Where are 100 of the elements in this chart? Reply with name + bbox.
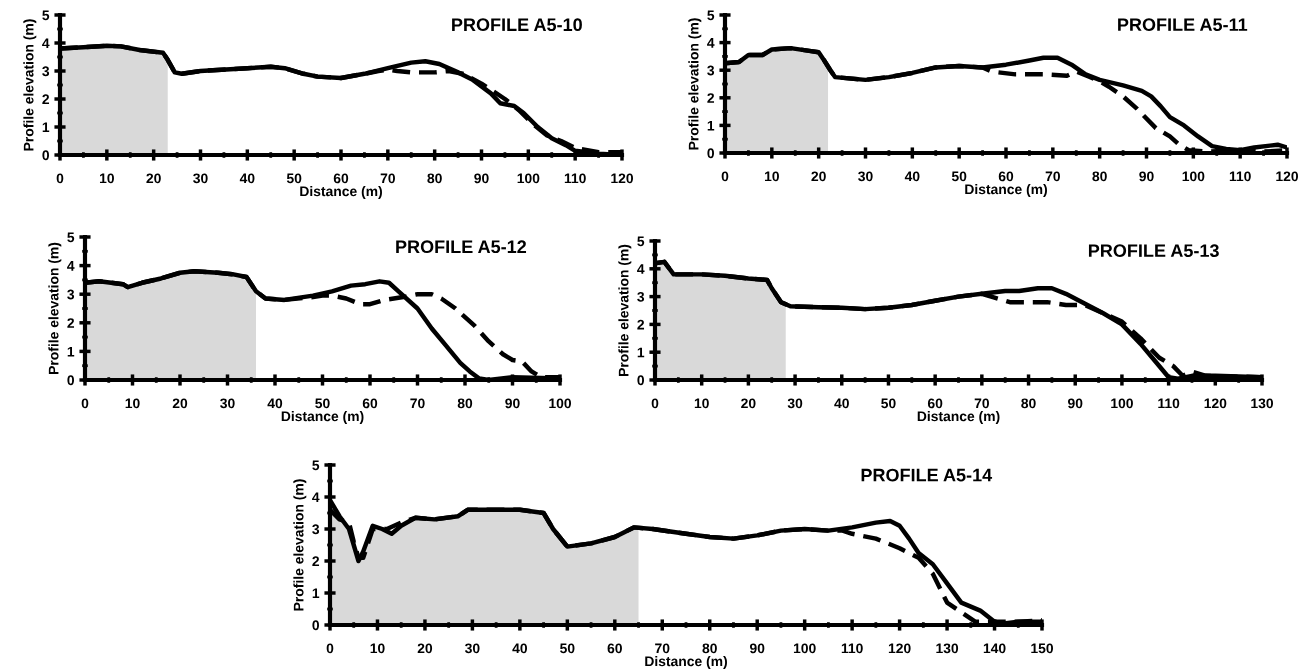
y-tick-label: 5 [67,232,75,243]
x-axis-title: Distance (m) [965,184,1047,197]
y-tick-label: 5 [637,236,645,247]
y-tick-label: 3 [637,291,645,302]
x-tick-label: 100 [1111,398,1133,409]
chart-title: PROFILE A5-14 [861,468,993,482]
x-tick-label: 50 [951,171,967,182]
x-tick-label: 60 [927,398,943,409]
y-tick-label: 3 [312,524,320,535]
x-tick-label: 80 [457,398,473,409]
y-tick-label: 4 [312,492,320,503]
x-tick-label: 60 [607,643,622,654]
x-tick-label: 20 [417,643,433,654]
chart-title: PROFILE A5-10 [452,18,582,32]
x-tick-label: 50 [315,398,330,409]
x-axis-title: Distance (m) [281,411,364,424]
x-axis-title: Distance (m) [645,656,727,669]
y-tick-label: 2 [637,319,645,330]
y-tick-label: 2 [67,318,75,328]
x-tick-label: 70 [974,398,989,409]
x-tick-label: 100 [793,643,816,654]
x-tick-label: 30 [858,171,873,182]
x-tick-label: 40 [834,398,849,409]
y-tick-label: 2 [42,94,50,105]
x-tick-label: 50 [560,643,575,654]
x-tick-label: 50 [881,398,896,409]
x-tick-label: 80 [1021,398,1036,409]
y-tick-label: 5 [312,460,320,471]
x-tick-label: 80 [427,173,442,184]
x-tick-label: 40 [267,398,283,409]
x-tick-label: 140 [983,643,1006,654]
x-tick-label: 70 [380,173,395,184]
x-tick-label: 0 [81,398,89,409]
y-tick-label: 0 [637,375,645,386]
y-tick-label: 1 [312,588,320,599]
x-axis-title: Distance (m) [300,186,382,199]
x-tick-label: 40 [904,171,920,182]
x-tick-label: 10 [99,173,114,184]
x-tick-label: 70 [655,643,670,654]
y-tick-label: 4 [707,38,715,48]
x-tick-label: 0 [651,398,659,409]
y-tick-label: 4 [42,38,50,49]
x-tick-label: 70 [410,398,425,409]
y-tick-label: 1 [42,122,50,133]
x-tick-label: 30 [787,398,803,409]
y-tick-label: 2 [707,93,715,103]
x-tick-label: 30 [220,398,235,409]
y-tick-label: 0 [707,148,715,159]
x-tick-label: 110 [1158,398,1180,409]
y-tick-label: 3 [67,289,75,300]
x-axis-title: Distance (m) [917,411,1000,424]
y-tick-label: 0 [67,375,75,386]
x-tick-label: 120 [1204,398,1227,409]
x-tick-label: 80 [1092,171,1107,182]
y-tick-label: 3 [707,65,715,76]
x-tick-label: 130 [1251,398,1274,409]
y-tick-label: 5 [707,10,715,21]
x-tick-label: 60 [362,398,378,409]
y-axis-title: Profile elevation (m) [688,18,702,150]
x-tick-label: 100 [549,398,572,409]
x-tick-label: 30 [465,643,480,654]
x-tick-label: 80 [702,643,717,654]
x-tick-label: 130 [936,643,959,654]
y-tick-label: 1 [637,347,645,358]
x-tick-label: 0 [721,171,729,182]
x-tick-label: 20 [741,398,756,409]
x-tick-label: 20 [172,398,188,409]
x-tick-label: 60 [333,173,349,184]
x-tick-label: 0 [326,643,334,654]
x-tick-label: 110 [1229,171,1251,182]
x-tick-label: 120 [611,173,634,184]
x-tick-label: 70 [1045,171,1060,182]
y-axis-title: Profile elevation (m) [618,244,632,376]
chart-title: PROFILE A5-13 [1088,244,1219,258]
y-tick-label: 3 [42,66,50,77]
chart-title: PROFILE A5-12 [396,240,527,254]
x-tick-label: 30 [193,173,208,184]
x-tick-label: 40 [239,173,255,184]
x-tick-label: 90 [1139,171,1154,182]
x-tick-label: 90 [474,173,489,184]
y-tick-label: 4 [637,264,645,274]
y-tick-label: 4 [67,261,75,271]
x-tick-label: 90 [1067,398,1083,409]
x-tick-label: 40 [512,643,528,654]
x-tick-label: 10 [125,398,140,409]
x-tick-label: 20 [811,171,826,182]
x-tick-label: 110 [564,173,586,184]
x-tick-label: 10 [694,398,709,409]
y-axis-title: Profile elevation (m) [48,242,62,374]
x-tick-label: 150 [1031,643,1054,654]
x-tick-label: 120 [888,643,911,654]
x-tick-label: 90 [749,643,765,654]
x-tick-label: 20 [146,173,161,184]
x-tick-label: 0 [56,173,64,184]
chart-title: PROFILE A5-11 [1118,18,1248,32]
y-tick-label: 1 [67,346,75,357]
y-tick-label: 0 [312,620,320,631]
x-tick-label: 120 [1276,171,1299,182]
y-tick-label: 5 [42,10,50,21]
x-tick-label: 90 [505,398,520,409]
